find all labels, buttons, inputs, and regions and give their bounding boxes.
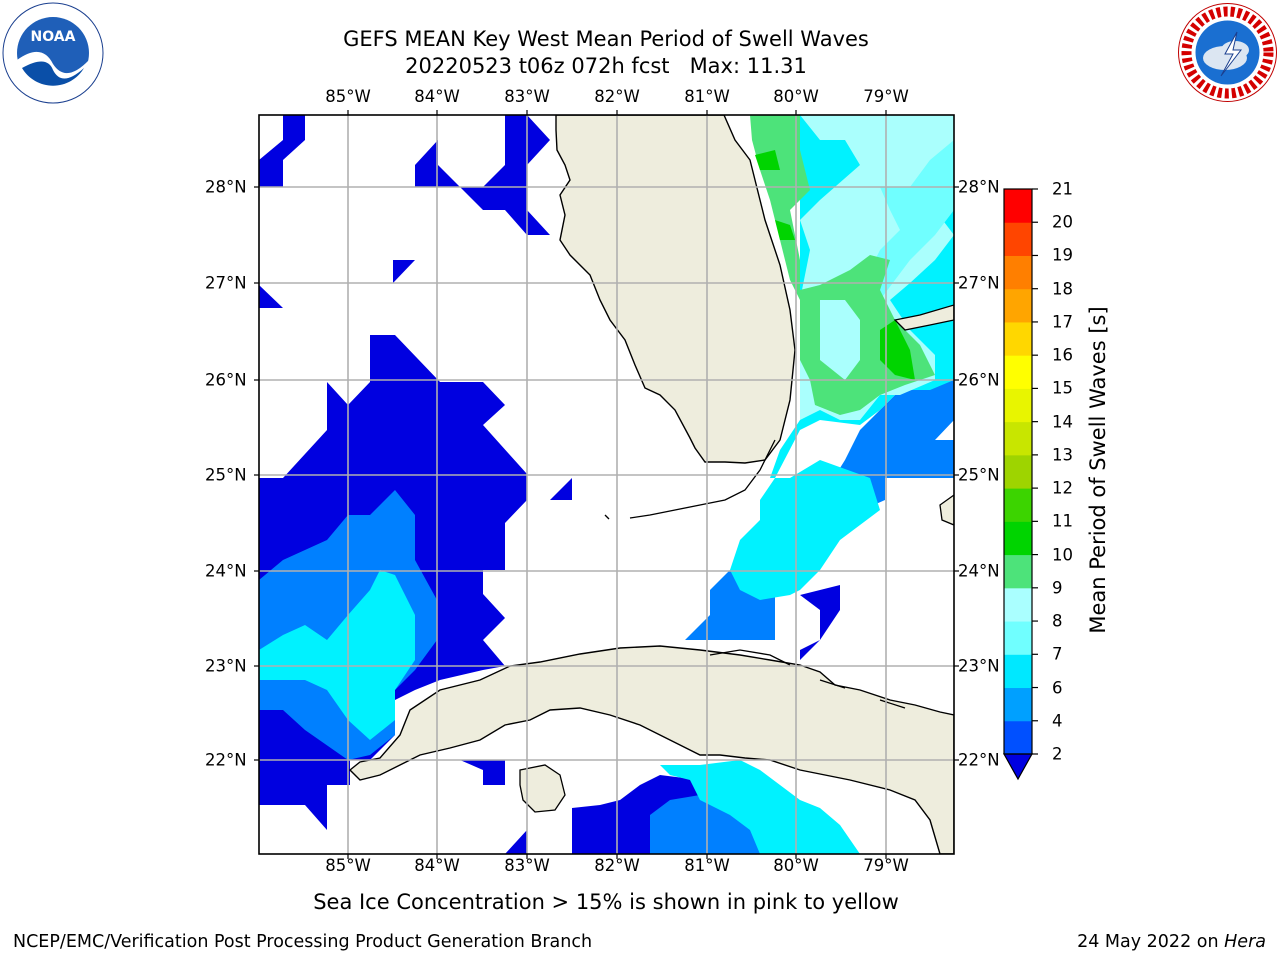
- lat-label-left: 27°N: [205, 273, 247, 293]
- contour-10-11s-mid: [775, 220, 795, 240]
- noaa-logo: NOAA: [2, 2, 104, 104]
- isle-of-youth: [519, 764, 566, 813]
- lat-label-left: 22°N: [205, 750, 247, 770]
- colorbar-tick-label: 21: [1052, 179, 1073, 199]
- lon-label-bottom: 85°W: [325, 856, 371, 875]
- title-line-2: 20220523 t06z 072h fcst Max: 11.31: [405, 54, 807, 78]
- land-layer: [348, 115, 954, 854]
- contour-2-4s-south-small: [505, 830, 527, 854]
- florida-keys: [629, 439, 776, 519]
- contour-10-11s-north: [755, 150, 780, 170]
- contour-8-9s-inner: [820, 300, 860, 380]
- lon-label-top: 85°W: [325, 87, 371, 106]
- lon-label-top: 84°W: [414, 87, 460, 106]
- colorbar-tick-label: 4: [1052, 711, 1063, 731]
- contour-6-7s-south: [660, 760, 860, 854]
- colorbar-tick-label: 14: [1052, 412, 1073, 432]
- colorbar-tick-label: 10: [1052, 545, 1073, 565]
- map-ticks: [254, 110, 959, 859]
- lon-label-bottom: 84°W: [414, 856, 460, 875]
- lat-label-right: 22°N: [958, 750, 1000, 770]
- cuba-north-cays: [709, 649, 906, 709]
- sea-ice-note: Sea Ice Concentration > 15% is shown in …: [313, 890, 899, 914]
- andros-island: [939, 494, 954, 526]
- lat-label-left: 26°N: [205, 370, 247, 390]
- colorbar-tick-label: 15: [1052, 378, 1073, 398]
- florida-land: [555, 115, 796, 464]
- nws-logo: [1178, 3, 1277, 102]
- lat-label-right: 28°N: [958, 177, 1000, 197]
- noaa-logo-text: NOAA: [31, 29, 76, 45]
- lon-label-bottom: 83°W: [504, 856, 550, 875]
- lat-label-left: 23°N: [205, 656, 247, 676]
- lon-label-top: 81°W: [684, 87, 730, 106]
- lat-label-right: 25°N: [958, 465, 1000, 485]
- colorbar-tick-label: 6: [1052, 678, 1063, 698]
- colorbar-tick-label: 19: [1052, 245, 1073, 265]
- colorbar-tick-label: 7: [1052, 644, 1063, 664]
- colorbar-label: Mean Period of Swell Waves [s]: [1086, 306, 1110, 634]
- colorbar-tick-label: 8: [1052, 611, 1063, 631]
- lon-label-top: 82°W: [594, 87, 640, 106]
- lat-label-left: 25°N: [205, 465, 247, 485]
- contour-2-4s-north-2: [415, 115, 550, 235]
- gridlines: [259, 115, 954, 854]
- contour-2-4s-small-4: [460, 760, 505, 785]
- cuba-land: [348, 645, 954, 854]
- contour-10-11s-east: [880, 320, 915, 380]
- lon-label-top: 83°W: [504, 87, 550, 106]
- footer-date-text: 24 May 2022 on: [1077, 932, 1225, 952]
- lat-label-left: 28°N: [205, 177, 247, 197]
- lon-label-bottom: 81°W: [684, 856, 730, 875]
- footer-producer: NCEP/EMC/Verification Post Processing Pr…: [13, 932, 593, 952]
- lat-label-left: 24°N: [205, 561, 247, 581]
- contour-2-4s-small-1: [393, 260, 415, 283]
- footer-host: Hera: [1224, 932, 1266, 952]
- lon-label-bottom: 82°W: [594, 856, 640, 875]
- chart-title: GEFS MEAN Key West Mean Period of Swell …: [256, 26, 956, 80]
- colorbar-tick-label: 20: [1052, 212, 1073, 232]
- contour-2-4s-north-1: [259, 115, 305, 187]
- contour-6-7s-west: [259, 570, 415, 740]
- colorbar-tick-label: 9: [1052, 578, 1063, 598]
- lat-label-right: 27°N: [958, 273, 1000, 293]
- colorbar-tick-label: 13: [1052, 445, 1073, 465]
- colorbar-tick-label: 12: [1052, 478, 1073, 498]
- colorbar-tick-label: 11: [1052, 511, 1073, 531]
- key-west-islet: [604, 514, 610, 520]
- lon-label-top: 80°W: [773, 87, 819, 106]
- lat-label-right: 26°N: [958, 370, 1000, 390]
- colorbar-tick-label: 2: [1052, 744, 1063, 764]
- contour-2-4s-small-3: [550, 478, 572, 500]
- lon-label-bottom: 80°W: [773, 856, 819, 875]
- lon-label-top: 79°W: [863, 87, 909, 106]
- contour-2-4s-small-2: [259, 285, 283, 308]
- lat-label-right: 23°N: [958, 656, 1000, 676]
- grand-bahama: [893, 304, 954, 331]
- lat-label-right: 24°N: [958, 561, 1000, 581]
- lon-label-bottom: 79°W: [863, 856, 909, 875]
- map-frame: [258, 114, 955, 855]
- title-line-1: GEFS MEAN Key West Mean Period of Swell …: [343, 27, 869, 51]
- colorbar-tick-label: 18: [1052, 279, 1073, 299]
- colorbar-tick-label: 16: [1052, 345, 1073, 365]
- colorbar-tick-label: 17: [1052, 312, 1073, 332]
- contour-2-4s-east-patch: [800, 585, 840, 660]
- footer-date: 24 May 2022 on Hera: [1077, 932, 1266, 952]
